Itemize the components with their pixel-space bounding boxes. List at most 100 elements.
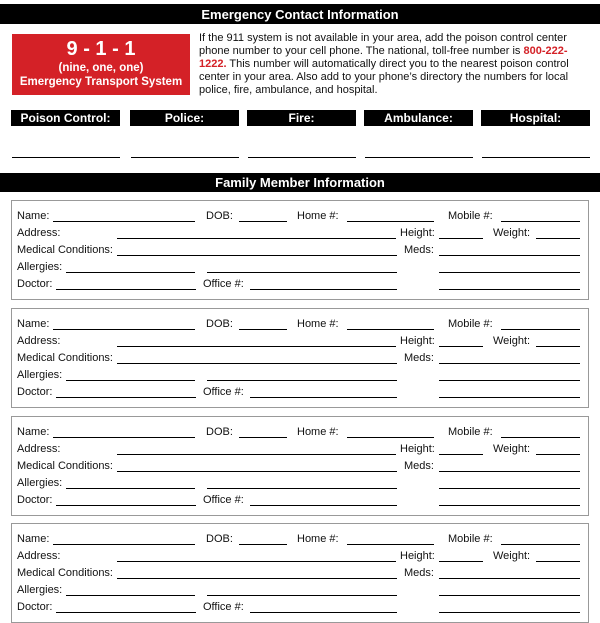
input-line[interactable] bbox=[439, 578, 580, 579]
input-line[interactable] bbox=[56, 612, 196, 613]
input-line[interactable] bbox=[117, 578, 397, 579]
medical-label: Medical Conditions: bbox=[17, 244, 113, 256]
emergency-badge: 9 - 1 - 1 (nine, one, one) Emergency Tra… bbox=[12, 34, 190, 95]
contact-line[interactable] bbox=[12, 157, 120, 158]
input-line[interactable] bbox=[56, 289, 196, 290]
name-label: Name: bbox=[17, 533, 50, 545]
input-line[interactable] bbox=[117, 363, 397, 364]
input-line[interactable] bbox=[439, 272, 580, 273]
address-label: Address: bbox=[17, 227, 61, 239]
mobile-label: Mobile #: bbox=[448, 533, 493, 545]
medical-label: Medical Conditions: bbox=[17, 352, 113, 364]
input-line[interactable] bbox=[439, 363, 580, 364]
badge-number: 9 - 1 - 1 bbox=[66, 38, 136, 60]
input-line[interactable] bbox=[66, 272, 195, 273]
allergies-label: Allergies: bbox=[17, 369, 63, 381]
input-line[interactable] bbox=[536, 238, 580, 239]
input-line[interactable] bbox=[117, 561, 396, 562]
input-line[interactable] bbox=[439, 397, 580, 398]
mobile-label: Mobile #: bbox=[448, 210, 493, 222]
input-line[interactable] bbox=[439, 612, 580, 613]
input-line[interactable] bbox=[439, 289, 580, 290]
contact-label: Fire: bbox=[247, 110, 356, 126]
contact-line[interactable] bbox=[365, 157, 473, 158]
input-line[interactable] bbox=[53, 437, 195, 438]
allergies-label: Allergies: bbox=[17, 261, 63, 273]
input-line[interactable] bbox=[501, 437, 580, 438]
poison-number: 800-222-1222. bbox=[199, 45, 568, 70]
input-line[interactable] bbox=[53, 221, 195, 222]
input-line[interactable] bbox=[239, 329, 287, 330]
input-line[interactable] bbox=[536, 346, 580, 347]
input-line[interactable] bbox=[239, 437, 287, 438]
emergency-contact-header: Emergency Contact Information bbox=[0, 4, 600, 24]
input-line[interactable] bbox=[536, 454, 580, 455]
input-line[interactable] bbox=[250, 612, 397, 613]
input-line[interactable] bbox=[439, 454, 483, 455]
input-line[interactable] bbox=[439, 346, 483, 347]
allergies-label: Allergies: bbox=[17, 477, 63, 489]
input-line[interactable] bbox=[239, 221, 287, 222]
input-line[interactable] bbox=[239, 544, 287, 545]
contact-line[interactable] bbox=[482, 157, 590, 158]
input-line[interactable] bbox=[347, 221, 434, 222]
input-line[interactable] bbox=[347, 329, 434, 330]
input-line[interactable] bbox=[439, 595, 580, 596]
family-member-card: Name: DOB: Home #: Mobile #: Address: Height:… bbox=[11, 523, 589, 623]
input-line[interactable] bbox=[56, 397, 196, 398]
input-line[interactable] bbox=[439, 471, 580, 472]
input-line[interactable] bbox=[250, 397, 397, 398]
input-line[interactable] bbox=[439, 505, 580, 506]
dob-label: DOB: bbox=[206, 426, 233, 438]
input-line[interactable] bbox=[117, 471, 397, 472]
office-label: Office #: bbox=[203, 494, 244, 506]
input-line[interactable] bbox=[66, 595, 195, 596]
doctor-label: Doctor: bbox=[17, 601, 53, 613]
contact-line[interactable] bbox=[248, 157, 356, 158]
input-line[interactable] bbox=[439, 255, 580, 256]
input-line[interactable] bbox=[207, 488, 397, 489]
input-line[interactable] bbox=[56, 505, 196, 506]
dob-label: DOB: bbox=[206, 318, 233, 330]
input-line[interactable] bbox=[439, 238, 483, 239]
height-label: Height: bbox=[400, 335, 435, 347]
input-line[interactable] bbox=[117, 238, 396, 239]
input-line[interactable] bbox=[117, 346, 396, 347]
input-line[interactable] bbox=[250, 505, 397, 506]
input-line[interactable] bbox=[207, 272, 397, 273]
input-line[interactable] bbox=[117, 454, 396, 455]
office-label: Office #: bbox=[203, 601, 244, 613]
input-line[interactable] bbox=[439, 380, 580, 381]
contact-label: Police: bbox=[130, 110, 239, 126]
address-label: Address: bbox=[17, 443, 61, 455]
intro-after: This number will automatically direct yo… bbox=[199, 58, 569, 96]
meds-label: Meds: bbox=[404, 352, 434, 364]
input-line[interactable] bbox=[207, 595, 397, 596]
input-line[interactable] bbox=[501, 544, 580, 545]
family-member-card: Name: DOB: Home #: Mobile #: Address: Height:… bbox=[11, 416, 589, 516]
height-label: Height: bbox=[400, 443, 435, 455]
doctor-label: Doctor: bbox=[17, 386, 53, 398]
input-line[interactable] bbox=[501, 221, 580, 222]
input-line[interactable] bbox=[501, 329, 580, 330]
input-line[interactable] bbox=[536, 561, 580, 562]
input-line[interactable] bbox=[439, 561, 483, 562]
address-label: Address: bbox=[17, 550, 61, 562]
input-line[interactable] bbox=[347, 544, 434, 545]
input-line[interactable] bbox=[347, 437, 434, 438]
dob-label: DOB: bbox=[206, 210, 233, 222]
input-line[interactable] bbox=[53, 329, 195, 330]
mobile-label: Mobile #: bbox=[448, 426, 493, 438]
input-line[interactable] bbox=[117, 255, 397, 256]
weight-label: Weight: bbox=[493, 550, 531, 562]
home-label: Home #: bbox=[297, 533, 339, 545]
input-line[interactable] bbox=[250, 289, 397, 290]
contact-line[interactable] bbox=[131, 157, 239, 158]
input-line[interactable] bbox=[66, 380, 195, 381]
badge-spoken: (nine, one, one) bbox=[58, 62, 144, 74]
input-line[interactable] bbox=[439, 488, 580, 489]
input-line[interactable] bbox=[53, 544, 195, 545]
medical-label: Medical Conditions: bbox=[17, 460, 113, 472]
input-line[interactable] bbox=[66, 488, 195, 489]
input-line[interactable] bbox=[207, 380, 397, 381]
